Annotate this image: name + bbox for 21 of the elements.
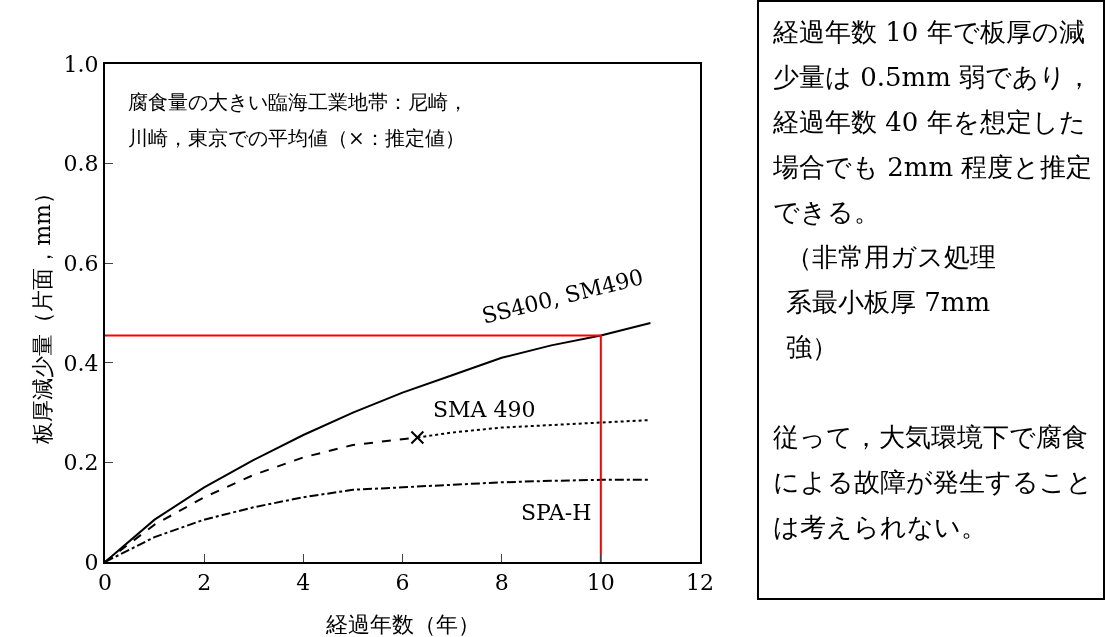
x-tick-label: 2 — [197, 570, 212, 596]
x-tick-label: 8 — [494, 570, 509, 596]
annotation: 腐食量の大きい臨海工業地帯：尼崎，川崎，東京での平均値（×：推定値） — [128, 89, 468, 152]
x-tick-label: 4 — [296, 570, 311, 596]
text: 経過年数 10 年で板厚の減少量は 0.5mm 弱であり，経過年数 40 年を想定した場合でも 2mm 程度と推定できる。 — [773, 16, 1094, 229]
x-tick-label: 6 — [395, 570, 410, 596]
x-tick-label: 12 — [686, 570, 714, 596]
y-axis-title: 板厚減少量（片面，mm） — [30, 182, 55, 445]
text: 従って，大気環境下で腐食による故障が発生することは考えられない。 — [773, 421, 1094, 544]
y-tick-label: 1.0 — [63, 51, 99, 77]
y-tick-label: 0.2 — [63, 450, 99, 476]
y-tick-label: 0.8 — [63, 151, 99, 177]
y-tick-label: 0.6 — [63, 250, 99, 276]
series-label: SPA-H — [521, 500, 592, 525]
text: （非常用ガス処理系最小板厚 7mm 強） — [785, 241, 997, 364]
y-tick-label: 0 — [84, 549, 99, 575]
x-tick-label: 10 — [586, 570, 615, 596]
y-tick-label: 0.4 — [63, 350, 99, 376]
x-axis-title: 経過年数（年） — [324, 612, 480, 637]
text: SS400, SM490 — [479, 264, 646, 329]
series-label: SMA 490 — [433, 397, 536, 422]
